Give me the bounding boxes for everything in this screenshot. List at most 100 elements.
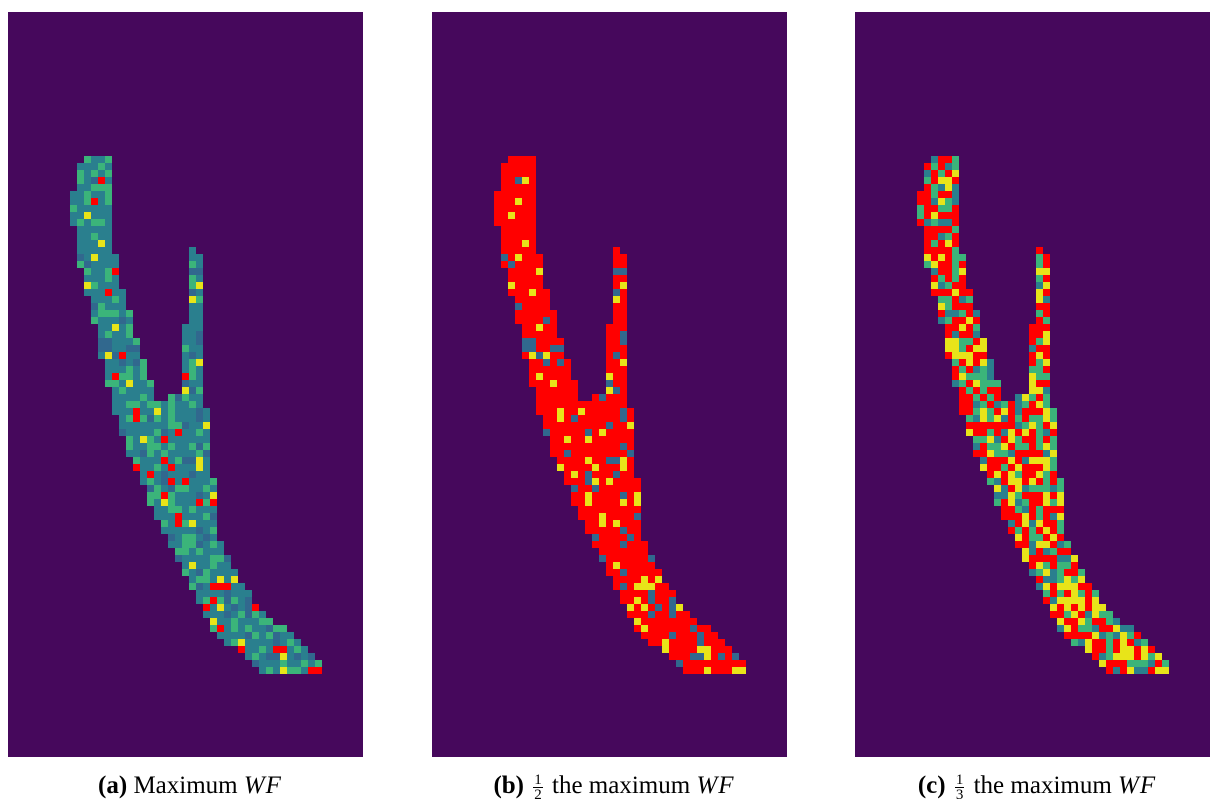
heat-cell	[70, 219, 77, 226]
heat-cell	[196, 513, 203, 520]
heat-cell	[662, 625, 669, 632]
heat-cell	[529, 226, 536, 233]
heat-cell	[620, 583, 627, 590]
heat-cell	[994, 471, 1001, 478]
heat-cell	[1099, 604, 1106, 611]
heat-cell	[1050, 555, 1057, 562]
heat-cell	[259, 611, 266, 618]
heat-cell	[1106, 660, 1113, 667]
heat-cell	[161, 499, 168, 506]
heat-cell	[676, 611, 683, 618]
heat-cell	[210, 492, 217, 499]
heat-cell	[238, 604, 245, 611]
heat-cell	[613, 247, 620, 254]
heat-cell	[1127, 653, 1134, 660]
heat-cell	[259, 667, 266, 674]
heat-cell	[952, 212, 959, 219]
heat-cell	[669, 646, 676, 653]
heat-cell	[210, 583, 217, 590]
heat-cell	[952, 205, 959, 212]
heat-cell	[599, 464, 606, 471]
heat-cell	[924, 240, 931, 247]
heat-cell	[718, 653, 725, 660]
heat-cell	[592, 471, 599, 478]
heat-cell	[154, 443, 161, 450]
heat-cell	[613, 555, 620, 562]
heat-cell	[966, 408, 973, 415]
heat-cell	[133, 387, 140, 394]
heat-cell	[1015, 478, 1022, 485]
caption-label: (a)	[98, 772, 128, 799]
heat-cell	[585, 478, 592, 485]
heat-cell	[84, 254, 91, 261]
heat-cell	[1036, 324, 1043, 331]
heat-cell	[606, 352, 613, 359]
heat-cell	[945, 156, 952, 163]
heat-cell	[550, 317, 557, 324]
heat-cell	[112, 296, 119, 303]
heat-cell	[508, 198, 515, 205]
heat-cell	[938, 289, 945, 296]
heat-cell	[613, 345, 620, 352]
heat-cell	[592, 415, 599, 422]
heat-cell	[669, 590, 676, 597]
heat-cell	[168, 492, 175, 499]
heat-cell	[945, 247, 952, 254]
heat-cell	[210, 562, 217, 569]
heat-cell	[154, 415, 161, 422]
heat-cell	[543, 366, 550, 373]
heat-cell	[592, 436, 599, 443]
heat-cell	[945, 184, 952, 191]
denominator: 3	[955, 786, 964, 803]
caption-text: the maximum	[973, 772, 1112, 799]
heat-cell	[987, 380, 994, 387]
heat-cell	[620, 261, 627, 268]
heat-cell	[126, 387, 133, 394]
heat-cell	[91, 268, 98, 275]
heat-cell	[105, 240, 112, 247]
heat-cell	[161, 513, 168, 520]
heat-cell	[501, 184, 508, 191]
heat-cell	[98, 345, 105, 352]
heat-cell	[676, 618, 683, 625]
heat-cell	[189, 569, 196, 576]
heat-cell	[529, 275, 536, 282]
heat-cell	[655, 604, 662, 611]
heat-cell	[973, 310, 980, 317]
heat-cell	[105, 310, 112, 317]
heat-cell	[245, 646, 252, 653]
heat-cell	[147, 471, 154, 478]
heat-cell	[536, 296, 543, 303]
heat-cell	[620, 429, 627, 436]
heat-cell	[1085, 583, 1092, 590]
heat-cell	[196, 345, 203, 352]
heat-cell	[140, 394, 147, 401]
heat-cell	[557, 366, 564, 373]
heat-cell	[952, 324, 959, 331]
heat-cell	[627, 436, 634, 443]
heat-cell	[592, 457, 599, 464]
heat-cell	[515, 233, 522, 240]
heat-cell	[987, 443, 994, 450]
heat-cell	[1036, 380, 1043, 387]
heat-cell	[1148, 667, 1155, 674]
heat-cell	[105, 247, 112, 254]
heat-cell	[175, 464, 182, 471]
heat-cell	[294, 639, 301, 646]
heat-cell	[655, 590, 662, 597]
heat-cell	[966, 415, 973, 422]
heat-cell	[1001, 457, 1008, 464]
heat-cell	[1043, 338, 1050, 345]
heat-cell	[592, 541, 599, 548]
heat-cell	[924, 170, 931, 177]
heat-cell	[1036, 359, 1043, 366]
heat-cell	[655, 618, 662, 625]
heat-cell	[1001, 408, 1008, 415]
heat-cell	[938, 163, 945, 170]
heat-cell	[1085, 597, 1092, 604]
heat-cell	[1043, 534, 1050, 541]
heat-cell	[140, 443, 147, 450]
heat-cell	[154, 478, 161, 485]
heat-cell	[182, 408, 189, 415]
heat-cell	[112, 289, 119, 296]
